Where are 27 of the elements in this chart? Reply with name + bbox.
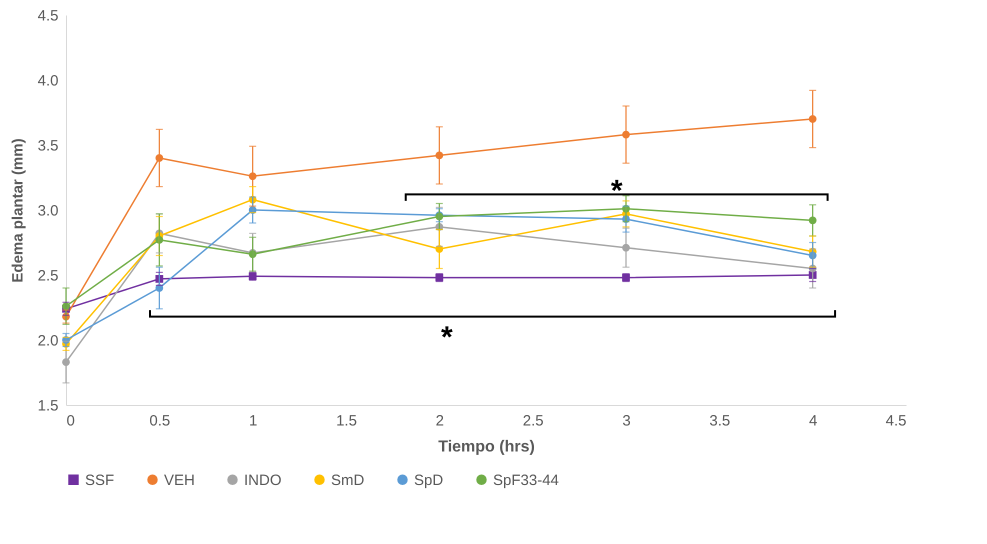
y-tick-label: 2.5	[38, 268, 58, 284]
legend-label: SpD	[414, 472, 444, 489]
x-axis-title: Tiempo (hrs)	[438, 438, 535, 456]
x-tick-label: 2	[436, 412, 444, 430]
x-tick-label: 0.5	[149, 412, 170, 430]
legend-label: VEH	[164, 472, 195, 489]
x-tick-label: 3	[622, 412, 631, 430]
x-tick-label: 3.5	[709, 412, 730, 430]
legend-label: SSF	[85, 472, 114, 489]
y-axis-title: Edema plantar (mm)	[10, 138, 27, 283]
y-tick-label: 3.5	[38, 138, 58, 154]
y-tick-label: 4.0	[38, 72, 58, 90]
y-tick-label: 3.0	[38, 202, 58, 220]
x-tick-label: 4	[808, 412, 818, 430]
x-tick-label: 1	[248, 412, 258, 430]
legend-label: SpF33-44	[493, 472, 559, 489]
y-tick-label: 4.5	[38, 8, 58, 24]
annotation: *	[440, 321, 453, 354]
x-tick-label: 4.5	[886, 412, 906, 430]
x-tick-label: 1.5	[336, 412, 357, 430]
legend-label: INDO	[244, 472, 282, 489]
y-tick-label: 1.5	[38, 398, 58, 414]
legend-label: SmD	[331, 472, 364, 489]
y-tick-label: 2.0	[38, 332, 58, 350]
x-tick-label: 2.5	[522, 412, 544, 430]
x-tick-label: 0	[66, 412, 75, 430]
annotation: *	[610, 174, 623, 208]
